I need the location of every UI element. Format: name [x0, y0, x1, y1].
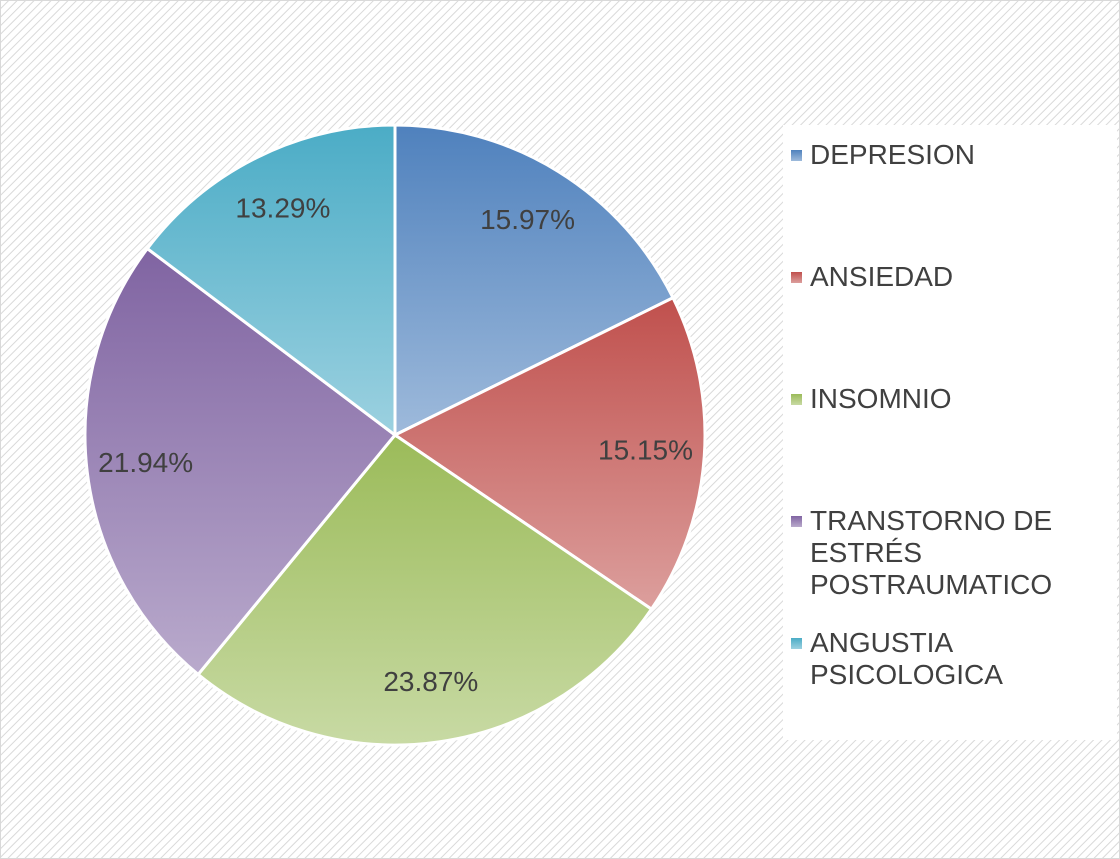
pie-slice: [196, 432, 654, 747]
legend-marker: [791, 516, 802, 527]
legend-entry: ANGUSTIA PSICOLOGICA: [791, 627, 1100, 691]
data-label: 13.29%: [235, 193, 330, 224]
pie-slice: [145, 123, 397, 439]
data-label: 15.15%: [598, 435, 693, 466]
data-label: 15.97%: [480, 204, 575, 235]
pie-slice: [83, 246, 398, 677]
legend-label: ANSIEDAD: [810, 261, 954, 292]
pie-slice: [392, 295, 707, 612]
legend-label: DEPRESION: [810, 139, 975, 170]
legend-marker: [791, 394, 802, 405]
legend-marker: [791, 150, 802, 161]
legend-marker: [791, 638, 802, 649]
legend-marker: [791, 272, 802, 283]
legend-label: ANGUSTIA PSICOLOGICA: [810, 627, 1003, 690]
legend-entry: TRANSTORNO DE ESTRÉS POSTRAUMATICO: [791, 505, 1100, 601]
pie-slice: [393, 123, 675, 438]
legend-entry: INSOMNIO: [791, 383, 1100, 415]
data-label: 23.87%: [383, 666, 478, 697]
legend: DEPRESION ANSIEDAD INSOMNIO TRANSTORNO DE E…: [783, 125, 1117, 740]
data-label: 21.94%: [98, 447, 193, 478]
legend-label: TRANSTORNO DE ESTRÉS POSTRAUMATICO: [810, 505, 1053, 600]
legend-label: INSOMNIO: [810, 383, 952, 414]
legend-entry: ANSIEDAD: [791, 261, 1100, 293]
legend-entry: DEPRESION: [791, 139, 1100, 171]
